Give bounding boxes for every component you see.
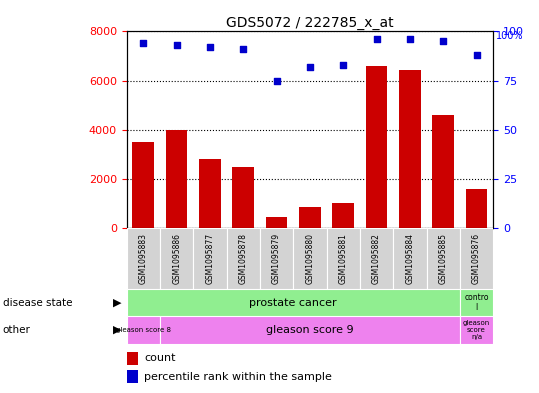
Text: GSM1095882: GSM1095882 xyxy=(372,233,381,284)
Bar xyxy=(133,142,154,228)
Text: GSM1095885: GSM1095885 xyxy=(439,233,448,284)
Text: gleason
score
n/a: gleason score n/a xyxy=(463,320,490,340)
Text: GSM1095878: GSM1095878 xyxy=(239,233,248,284)
Point xyxy=(472,52,481,58)
Point xyxy=(306,64,314,70)
Point xyxy=(372,36,381,42)
Point xyxy=(239,46,247,52)
Point xyxy=(206,44,215,50)
Bar xyxy=(127,228,160,289)
Bar xyxy=(460,289,493,316)
Bar xyxy=(127,370,137,383)
Bar xyxy=(466,189,487,228)
Bar xyxy=(360,228,393,289)
Bar xyxy=(366,66,388,228)
Bar xyxy=(327,228,360,289)
Text: gleason score 9: gleason score 9 xyxy=(266,325,354,335)
Bar xyxy=(399,70,421,228)
Text: disease state: disease state xyxy=(3,298,72,308)
Point xyxy=(439,38,447,44)
Text: GSM1095880: GSM1095880 xyxy=(306,233,314,284)
Point xyxy=(139,40,148,46)
Bar xyxy=(232,167,254,228)
Bar xyxy=(166,130,188,228)
Bar xyxy=(260,228,293,289)
Bar xyxy=(293,228,327,289)
Text: GSM1095876: GSM1095876 xyxy=(472,233,481,284)
Bar xyxy=(460,228,493,289)
Bar xyxy=(226,228,260,289)
Text: gleason score 8: gleason score 8 xyxy=(116,327,171,333)
Text: contro
l: contro l xyxy=(464,293,489,312)
Text: GSM1095884: GSM1095884 xyxy=(405,233,414,284)
Point xyxy=(405,36,414,42)
Text: GSM1095883: GSM1095883 xyxy=(139,233,148,284)
Text: GSM1095879: GSM1095879 xyxy=(272,233,281,284)
Text: GSM1095877: GSM1095877 xyxy=(205,233,215,284)
Bar xyxy=(460,316,493,344)
Text: other: other xyxy=(3,325,31,335)
Bar xyxy=(127,351,137,365)
Point xyxy=(339,62,348,68)
Title: GDS5072 / 222785_x_at: GDS5072 / 222785_x_at xyxy=(226,17,393,30)
Bar xyxy=(299,207,321,228)
Text: prostate cancer: prostate cancer xyxy=(250,298,337,308)
Text: GSM1095886: GSM1095886 xyxy=(172,233,181,284)
Text: count: count xyxy=(144,353,176,363)
Bar xyxy=(194,228,226,289)
Point xyxy=(172,42,181,48)
Bar xyxy=(333,204,354,228)
Text: GSM1095881: GSM1095881 xyxy=(338,233,348,284)
Text: 100%: 100% xyxy=(496,31,523,41)
Bar xyxy=(266,217,287,228)
Bar xyxy=(127,316,160,344)
Text: ▶: ▶ xyxy=(113,298,121,308)
Bar xyxy=(160,316,460,344)
Bar xyxy=(160,228,194,289)
Bar xyxy=(432,115,454,228)
Bar xyxy=(426,228,460,289)
Text: ▶: ▶ xyxy=(113,325,121,335)
Text: percentile rank within the sample: percentile rank within the sample xyxy=(144,372,332,382)
Bar xyxy=(199,159,221,228)
Point xyxy=(272,77,281,84)
Bar xyxy=(393,228,426,289)
